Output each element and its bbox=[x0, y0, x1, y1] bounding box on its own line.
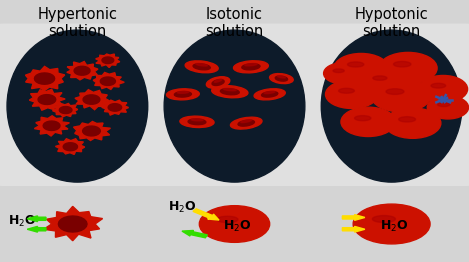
Ellipse shape bbox=[220, 89, 239, 95]
Polygon shape bbox=[102, 100, 129, 115]
Ellipse shape bbox=[241, 120, 252, 123]
Ellipse shape bbox=[217, 216, 238, 223]
Text: Isotonic
solution: Isotonic solution bbox=[205, 7, 264, 39]
Ellipse shape bbox=[275, 76, 287, 81]
Ellipse shape bbox=[177, 91, 189, 93]
Ellipse shape bbox=[180, 116, 214, 128]
Ellipse shape bbox=[199, 206, 270, 242]
Polygon shape bbox=[58, 216, 87, 232]
Ellipse shape bbox=[264, 91, 275, 94]
Ellipse shape bbox=[254, 89, 285, 100]
Text: H$_2$O: H$_2$O bbox=[8, 214, 37, 229]
Ellipse shape bbox=[324, 63, 361, 84]
Ellipse shape bbox=[277, 76, 286, 78]
Text: H$_2$O: H$_2$O bbox=[223, 219, 251, 234]
Polygon shape bbox=[63, 143, 77, 151]
Text: Hypertonic
solution: Hypertonic solution bbox=[38, 7, 117, 39]
Polygon shape bbox=[93, 72, 124, 89]
Ellipse shape bbox=[419, 75, 468, 103]
Ellipse shape bbox=[431, 83, 446, 88]
Ellipse shape bbox=[245, 63, 257, 66]
Polygon shape bbox=[38, 95, 56, 105]
Polygon shape bbox=[100, 77, 115, 85]
Polygon shape bbox=[96, 54, 120, 68]
Ellipse shape bbox=[191, 119, 203, 121]
Ellipse shape bbox=[355, 116, 371, 121]
FancyArrow shape bbox=[342, 226, 365, 232]
Polygon shape bbox=[83, 95, 100, 104]
Ellipse shape bbox=[193, 64, 210, 70]
FancyArrow shape bbox=[27, 226, 46, 232]
Ellipse shape bbox=[353, 204, 430, 244]
Polygon shape bbox=[55, 139, 85, 154]
Ellipse shape bbox=[385, 108, 441, 138]
Ellipse shape bbox=[334, 53, 388, 83]
Text: H$_2$O: H$_2$O bbox=[168, 200, 196, 215]
Ellipse shape bbox=[224, 88, 236, 91]
Ellipse shape bbox=[174, 91, 191, 97]
FancyArrow shape bbox=[27, 216, 46, 222]
Ellipse shape bbox=[238, 120, 254, 126]
Polygon shape bbox=[60, 107, 72, 113]
Ellipse shape bbox=[185, 61, 218, 73]
Ellipse shape bbox=[372, 216, 395, 222]
Ellipse shape bbox=[393, 61, 411, 67]
Polygon shape bbox=[43, 121, 60, 130]
Ellipse shape bbox=[427, 96, 469, 119]
Ellipse shape bbox=[188, 119, 206, 125]
Text: H$_2$O: H$_2$O bbox=[380, 219, 408, 234]
Polygon shape bbox=[102, 57, 114, 64]
Polygon shape bbox=[25, 66, 65, 91]
Ellipse shape bbox=[386, 89, 404, 94]
Ellipse shape bbox=[371, 79, 431, 112]
Polygon shape bbox=[53, 103, 78, 117]
Ellipse shape bbox=[339, 88, 355, 93]
Ellipse shape bbox=[321, 30, 462, 182]
Ellipse shape bbox=[361, 69, 408, 94]
Ellipse shape bbox=[212, 86, 248, 98]
Polygon shape bbox=[74, 66, 90, 75]
Ellipse shape bbox=[379, 52, 437, 84]
Ellipse shape bbox=[212, 80, 224, 85]
Ellipse shape bbox=[399, 117, 416, 122]
Text: Hypotonic
solution: Hypotonic solution bbox=[355, 7, 429, 39]
Polygon shape bbox=[29, 89, 65, 110]
Ellipse shape bbox=[234, 61, 268, 73]
Ellipse shape bbox=[164, 30, 305, 182]
Ellipse shape bbox=[196, 63, 207, 66]
Ellipse shape bbox=[214, 79, 222, 82]
Ellipse shape bbox=[270, 74, 293, 84]
Ellipse shape bbox=[341, 107, 395, 137]
FancyArrow shape bbox=[193, 209, 219, 220]
Ellipse shape bbox=[230, 117, 262, 129]
Polygon shape bbox=[83, 126, 100, 136]
FancyArrow shape bbox=[182, 231, 207, 238]
Polygon shape bbox=[67, 62, 98, 80]
Ellipse shape bbox=[242, 64, 260, 70]
Polygon shape bbox=[34, 73, 55, 84]
Polygon shape bbox=[74, 122, 111, 140]
Polygon shape bbox=[108, 104, 121, 111]
Ellipse shape bbox=[348, 62, 364, 67]
Ellipse shape bbox=[325, 80, 378, 108]
Polygon shape bbox=[34, 116, 69, 136]
Polygon shape bbox=[75, 90, 110, 110]
Ellipse shape bbox=[438, 102, 450, 107]
Ellipse shape bbox=[7, 30, 148, 182]
Polygon shape bbox=[44, 206, 103, 241]
Ellipse shape bbox=[166, 89, 199, 100]
Ellipse shape bbox=[262, 91, 278, 97]
FancyBboxPatch shape bbox=[0, 24, 469, 186]
Ellipse shape bbox=[206, 77, 230, 88]
FancyArrow shape bbox=[342, 215, 365, 220]
Ellipse shape bbox=[333, 69, 344, 73]
Ellipse shape bbox=[373, 76, 387, 80]
